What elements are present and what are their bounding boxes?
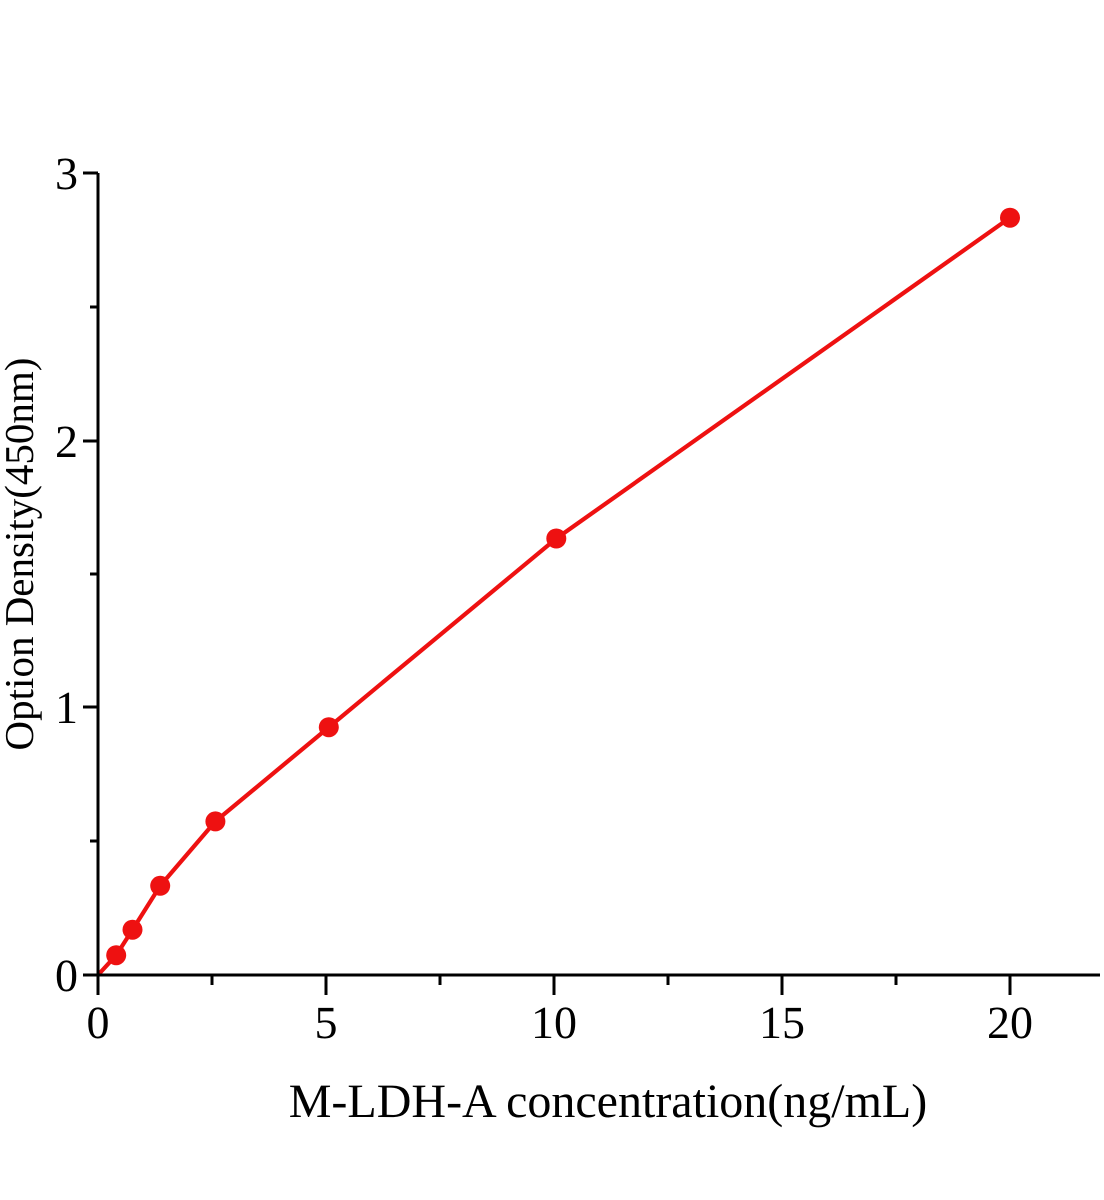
svg-text:5: 5 — [315, 997, 338, 1048]
svg-text:2: 2 — [55, 416, 78, 467]
svg-text:20: 20 — [987, 997, 1033, 1048]
svg-text:10: 10 — [531, 997, 577, 1048]
svg-text:0: 0 — [55, 950, 78, 1001]
svg-text:0: 0 — [87, 997, 110, 1048]
svg-text:15: 15 — [759, 997, 805, 1048]
svg-text:Option Density(450nm): Option Density(450nm) — [0, 358, 42, 751]
svg-text:1: 1 — [55, 682, 78, 733]
svg-text:3: 3 — [55, 148, 78, 199]
svg-text:M-LDH-A concentration(ng/mL): M-LDH-A concentration(ng/mL) — [289, 1075, 927, 1128]
